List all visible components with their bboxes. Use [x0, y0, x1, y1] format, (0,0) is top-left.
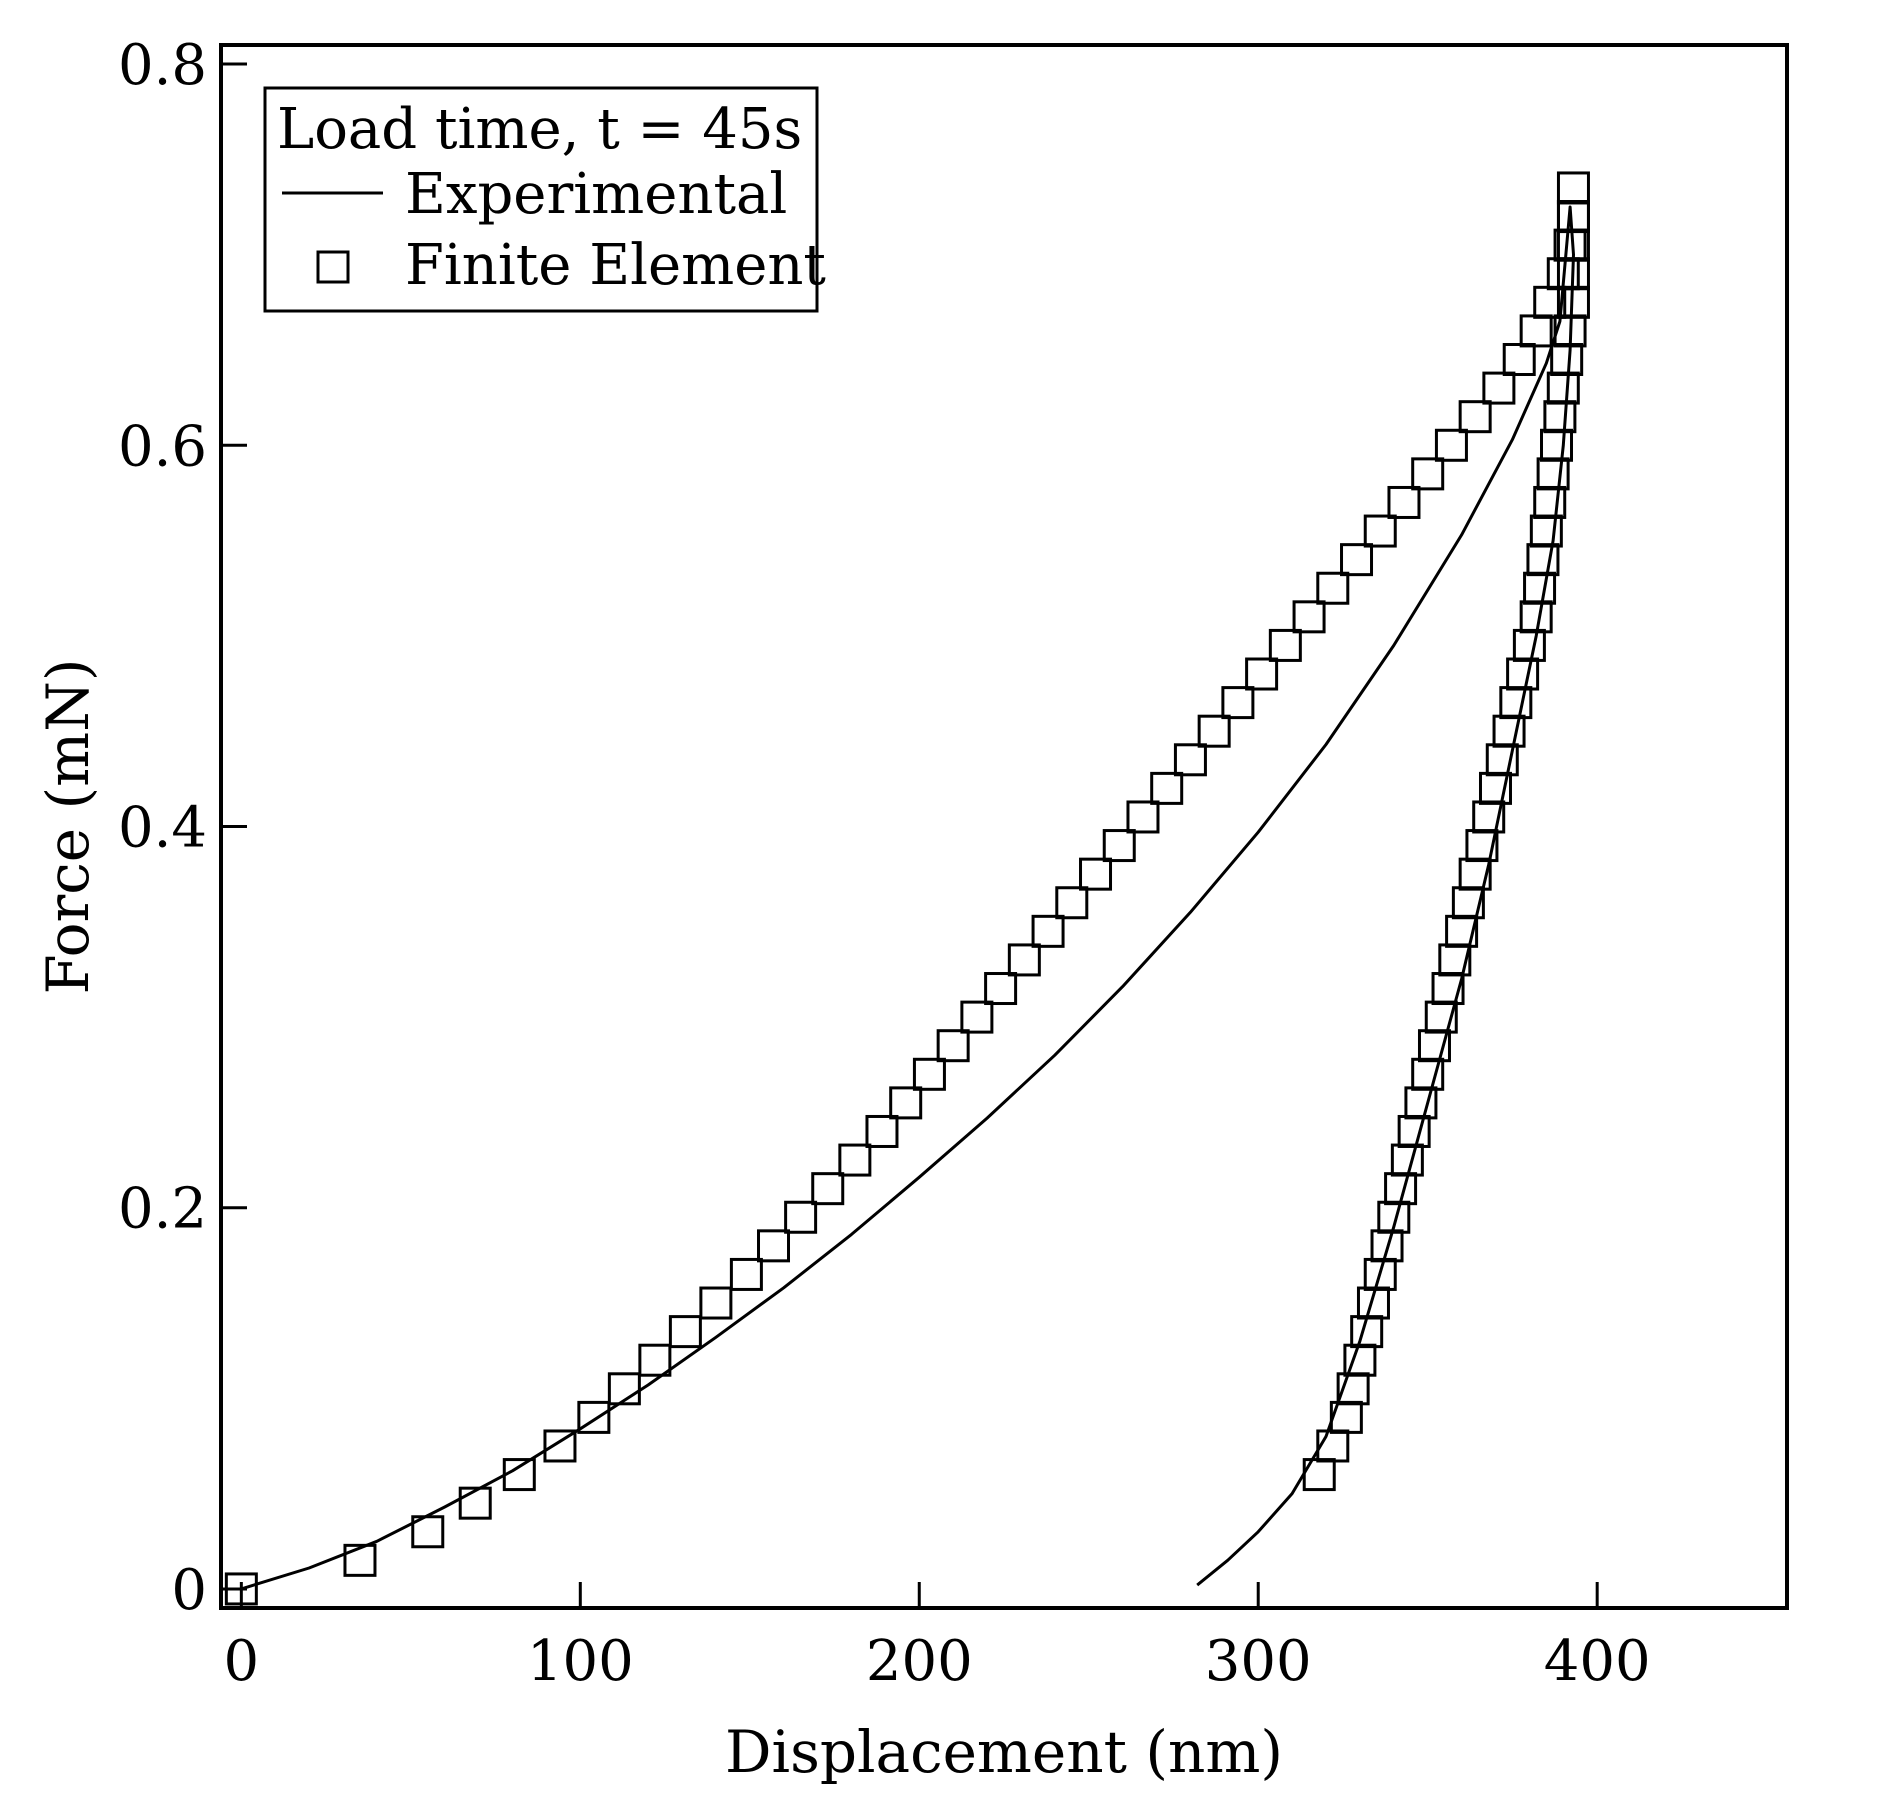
finite-element-point — [1526, 543, 1560, 577]
x-tick-label: 400 — [1544, 1629, 1651, 1694]
finite-element-point — [1173, 743, 1207, 777]
x-tick-label: 0 — [224, 1629, 260, 1694]
finite-element-point — [1316, 571, 1350, 605]
finite-element-point — [1434, 428, 1468, 462]
finite-element-point — [411, 1515, 445, 1549]
finite-element-point — [1556, 171, 1590, 205]
legend: Load time, t = 45s Experimental Finite E… — [263, 86, 826, 313]
finite-element-point — [638, 1343, 672, 1377]
y-tick-label: 0.8 — [118, 33, 207, 98]
finite-element-point — [1533, 485, 1567, 519]
series-layer — [224, 171, 1590, 1606]
legend-title: Load time, t = 45s — [277, 97, 802, 162]
x-axis-label: Displacement (nm) — [725, 1718, 1283, 1786]
finite-element-point — [757, 1229, 791, 1263]
finite-element-point — [1523, 571, 1557, 605]
finite-element-point — [1031, 914, 1065, 948]
finite-element-point — [1292, 600, 1326, 634]
legend-entry-finite-element: Finite Element — [405, 233, 826, 298]
y-tick-label: 0 — [171, 1558, 207, 1623]
finite-element-point — [458, 1486, 492, 1520]
experimental-line — [240, 205, 1575, 1591]
x-tick-label: 200 — [866, 1629, 973, 1694]
finite-element-point — [1458, 400, 1492, 434]
finite-element-point — [1340, 543, 1374, 577]
finite-element-point — [889, 1086, 923, 1120]
finite-element-point — [1540, 428, 1574, 462]
finite-element-point — [960, 1000, 994, 1034]
finite-element-point — [502, 1458, 536, 1492]
finite-element-point — [936, 1029, 970, 1063]
finite-element-point — [1245, 657, 1279, 691]
finite-element-point — [1519, 600, 1553, 634]
legend-square-marker — [316, 250, 350, 284]
finite-element-point — [1543, 400, 1577, 434]
finite-element-point — [1387, 485, 1421, 519]
y-axis-label: Force (mN) — [34, 659, 102, 995]
finite-element-point — [784, 1200, 818, 1234]
finite-element-point — [1302, 1458, 1336, 1492]
finite-element-point — [543, 1429, 577, 1463]
finite-element-point — [912, 1057, 946, 1091]
finite-element-point — [1316, 1429, 1350, 1463]
finite-element-point — [1079, 857, 1113, 891]
y-tick-label: 0.2 — [118, 1177, 207, 1242]
finite-element-point — [1150, 771, 1184, 805]
finite-element-point — [699, 1286, 733, 1320]
finite-element-point — [865, 1114, 899, 1148]
finite-element-point — [1007, 943, 1041, 977]
finite-element-point — [1197, 714, 1231, 748]
finite-element-point — [1102, 829, 1136, 863]
finite-element-point — [668, 1315, 702, 1349]
finite-element-point — [1397, 1114, 1431, 1148]
y-tick-label: 0.4 — [118, 796, 207, 861]
x-tick-label: 100 — [527, 1629, 634, 1694]
finite-element-point — [729, 1257, 763, 1291]
finite-element-point — [1506, 657, 1540, 691]
finite-element-point — [1529, 514, 1563, 548]
finite-element-point — [1055, 886, 1089, 920]
finite-element-point — [1499, 686, 1533, 720]
x-tick-label: 300 — [1205, 1629, 1312, 1694]
y-tick-label: 0.6 — [118, 414, 207, 479]
finite-element-point — [1126, 800, 1160, 834]
finite-element-point — [1512, 628, 1546, 662]
finite-element-point — [1550, 343, 1584, 377]
finite-element-point — [811, 1172, 845, 1206]
finite-element-point — [1519, 314, 1553, 348]
finite-element-point — [838, 1143, 872, 1177]
finite-element-point — [1221, 686, 1255, 720]
finite-element-point — [1363, 514, 1397, 548]
finite-element-point — [1546, 371, 1580, 405]
finite-element-point — [1536, 457, 1570, 491]
axis-ticks: 0 100 200 300 400 0 0.2 0.4 0.6 0.8 — [118, 33, 1651, 1694]
legend-entry-experimental: Experimental — [405, 162, 787, 227]
finite-element-point — [1556, 200, 1590, 234]
legend-box — [263, 86, 819, 313]
finite-element-point — [343, 1543, 377, 1577]
finite-element-point — [1411, 457, 1445, 491]
finite-element-point — [1390, 1143, 1424, 1177]
finite-element-point — [577, 1400, 611, 1434]
finite-element-point — [607, 1372, 641, 1406]
finite-element-point — [1268, 628, 1302, 662]
finite-element-point — [1502, 343, 1536, 377]
finite-element-point — [984, 972, 1018, 1006]
finite-element-point — [1482, 371, 1516, 405]
finite-element-point — [1556, 200, 1590, 234]
